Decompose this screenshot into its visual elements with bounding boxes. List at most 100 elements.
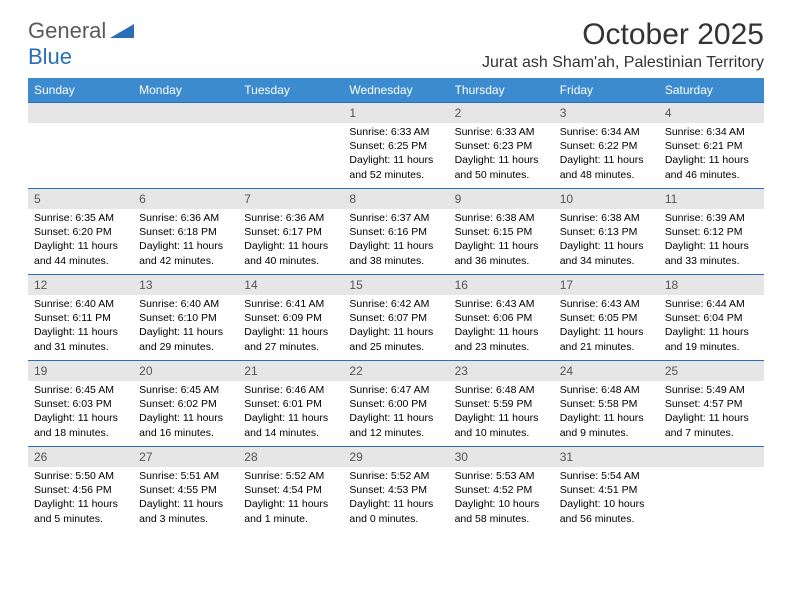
calendar-week-row: 12Sunrise: 6:40 AMSunset: 6:11 PMDayligh…: [28, 274, 764, 360]
day-number: 5: [28, 188, 133, 209]
weekday-header: Thursday: [449, 78, 554, 102]
day-details: Sunrise: 6:33 AMSunset: 6:25 PMDaylight:…: [343, 123, 448, 188]
calendar-week-row: 19Sunrise: 6:45 AMSunset: 6:03 PMDayligh…: [28, 360, 764, 446]
brand-part1: General: [28, 18, 106, 44]
weekday-header: Sunday: [28, 78, 133, 102]
weekday-header: Tuesday: [238, 78, 343, 102]
calendar-day-cell: 12Sunrise: 6:40 AMSunset: 6:11 PMDayligh…: [28, 274, 133, 360]
day-number: 1: [343, 102, 448, 123]
day-details: Sunrise: 6:34 AMSunset: 6:21 PMDaylight:…: [659, 123, 764, 188]
day-details: Sunrise: 6:40 AMSunset: 6:11 PMDaylight:…: [28, 295, 133, 360]
day-number: 19: [28, 360, 133, 381]
calendar-day-cell: 6Sunrise: 6:36 AMSunset: 6:18 PMDaylight…: [133, 188, 238, 274]
day-number: 22: [343, 360, 448, 381]
day-number: 31: [554, 446, 659, 467]
day-number: 6: [133, 188, 238, 209]
day-number: 7: [238, 188, 343, 209]
calendar-day-cell: 3Sunrise: 6:34 AMSunset: 6:22 PMDaylight…: [554, 102, 659, 188]
day-details: Sunrise: 5:54 AMSunset: 4:51 PMDaylight:…: [554, 467, 659, 532]
calendar-day-cell: 22Sunrise: 6:47 AMSunset: 6:00 PMDayligh…: [343, 360, 448, 446]
day-number: 24: [554, 360, 659, 381]
calendar-week-row: 26Sunrise: 5:50 AMSunset: 4:56 PMDayligh…: [28, 446, 764, 532]
day-number: 23: [449, 360, 554, 381]
day-number: 3: [554, 102, 659, 123]
calendar-day-cell: 28Sunrise: 5:52 AMSunset: 4:54 PMDayligh…: [238, 446, 343, 532]
calendar-day-cell: 18Sunrise: 6:44 AMSunset: 6:04 PMDayligh…: [659, 274, 764, 360]
calendar-day-cell: 4Sunrise: 6:34 AMSunset: 6:21 PMDaylight…: [659, 102, 764, 188]
calendar-week-row: 5Sunrise: 6:35 AMSunset: 6:20 PMDaylight…: [28, 188, 764, 274]
calendar-day-cell: [659, 446, 764, 532]
day-number: 10: [554, 188, 659, 209]
calendar-day-cell: [28, 102, 133, 188]
day-details: Sunrise: 6:41 AMSunset: 6:09 PMDaylight:…: [238, 295, 343, 360]
day-number: 20: [133, 360, 238, 381]
calendar-day-cell: 5Sunrise: 6:35 AMSunset: 6:20 PMDaylight…: [28, 188, 133, 274]
logo-triangle-icon: [110, 22, 138, 40]
calendar-day-cell: 31Sunrise: 5:54 AMSunset: 4:51 PMDayligh…: [554, 446, 659, 532]
calendar-table: SundayMondayTuesdayWednesdayThursdayFrid…: [28, 78, 764, 532]
day-details: Sunrise: 6:45 AMSunset: 6:02 PMDaylight:…: [133, 381, 238, 446]
day-number-empty: [659, 446, 764, 467]
location-subtitle: Jurat ash Sham'ah, Palestinian Territory: [482, 54, 764, 72]
day-number: 9: [449, 188, 554, 209]
day-details: Sunrise: 5:50 AMSunset: 4:56 PMDaylight:…: [28, 467, 133, 532]
calendar-week-row: 1Sunrise: 6:33 AMSunset: 6:25 PMDaylight…: [28, 102, 764, 188]
weekday-header: Saturday: [659, 78, 764, 102]
day-details: Sunrise: 5:51 AMSunset: 4:55 PMDaylight:…: [133, 467, 238, 532]
day-number: 11: [659, 188, 764, 209]
calendar-day-cell: 17Sunrise: 6:43 AMSunset: 6:05 PMDayligh…: [554, 274, 659, 360]
day-details: Sunrise: 6:43 AMSunset: 6:05 PMDaylight:…: [554, 295, 659, 360]
day-number: 30: [449, 446, 554, 467]
calendar-day-cell: 26Sunrise: 5:50 AMSunset: 4:56 PMDayligh…: [28, 446, 133, 532]
calendar-day-cell: 8Sunrise: 6:37 AMSunset: 6:16 PMDaylight…: [343, 188, 448, 274]
title-block: October 2025 Jurat ash Sham'ah, Palestin…: [482, 18, 764, 72]
day-number: 29: [343, 446, 448, 467]
day-details: Sunrise: 5:52 AMSunset: 4:53 PMDaylight:…: [343, 467, 448, 532]
brand-logo: General: [28, 18, 142, 44]
calendar-day-cell: 2Sunrise: 6:33 AMSunset: 6:23 PMDaylight…: [449, 102, 554, 188]
day-number: 25: [659, 360, 764, 381]
day-number: 21: [238, 360, 343, 381]
day-details: Sunrise: 6:39 AMSunset: 6:12 PMDaylight:…: [659, 209, 764, 274]
day-details: Sunrise: 6:35 AMSunset: 6:20 PMDaylight:…: [28, 209, 133, 274]
calendar-day-cell: 11Sunrise: 6:39 AMSunset: 6:12 PMDayligh…: [659, 188, 764, 274]
calendar-day-cell: 27Sunrise: 5:51 AMSunset: 4:55 PMDayligh…: [133, 446, 238, 532]
day-number-empty: [238, 102, 343, 123]
day-number: 18: [659, 274, 764, 295]
day-details: Sunrise: 6:38 AMSunset: 6:15 PMDaylight:…: [449, 209, 554, 274]
calendar-day-cell: 25Sunrise: 5:49 AMSunset: 4:57 PMDayligh…: [659, 360, 764, 446]
day-details: Sunrise: 6:44 AMSunset: 6:04 PMDaylight:…: [659, 295, 764, 360]
day-number: 27: [133, 446, 238, 467]
calendar-day-cell: 14Sunrise: 6:41 AMSunset: 6:09 PMDayligh…: [238, 274, 343, 360]
calendar-day-cell: 1Sunrise: 6:33 AMSunset: 6:25 PMDaylight…: [343, 102, 448, 188]
day-details: Sunrise: 6:38 AMSunset: 6:13 PMDaylight:…: [554, 209, 659, 274]
day-details: Sunrise: 6:42 AMSunset: 6:07 PMDaylight:…: [343, 295, 448, 360]
weekday-header: Wednesday: [343, 78, 448, 102]
calendar-day-cell: 16Sunrise: 6:43 AMSunset: 6:06 PMDayligh…: [449, 274, 554, 360]
day-details: Sunrise: 6:34 AMSunset: 6:22 PMDaylight:…: [554, 123, 659, 188]
day-details: Sunrise: 6:37 AMSunset: 6:16 PMDaylight:…: [343, 209, 448, 274]
day-details: Sunrise: 6:45 AMSunset: 6:03 PMDaylight:…: [28, 381, 133, 446]
day-number: 4: [659, 102, 764, 123]
calendar-day-cell: 15Sunrise: 6:42 AMSunset: 6:07 PMDayligh…: [343, 274, 448, 360]
calendar-day-cell: 23Sunrise: 6:48 AMSunset: 5:59 PMDayligh…: [449, 360, 554, 446]
day-number: 17: [554, 274, 659, 295]
day-number-empty: [133, 102, 238, 123]
calendar-day-cell: [238, 102, 343, 188]
calendar-day-cell: 10Sunrise: 6:38 AMSunset: 6:13 PMDayligh…: [554, 188, 659, 274]
calendar-day-cell: 9Sunrise: 6:38 AMSunset: 6:15 PMDaylight…: [449, 188, 554, 274]
calendar-day-cell: [133, 102, 238, 188]
weekday-header: Friday: [554, 78, 659, 102]
day-details: Sunrise: 6:36 AMSunset: 6:18 PMDaylight:…: [133, 209, 238, 274]
day-details: Sunrise: 5:53 AMSunset: 4:52 PMDaylight:…: [449, 467, 554, 532]
brand-part2: Blue: [28, 44, 72, 69]
day-number: 26: [28, 446, 133, 467]
header: General October 2025 Jurat ash Sham'ah, …: [28, 18, 764, 72]
weekday-header: Monday: [133, 78, 238, 102]
day-details: Sunrise: 6:36 AMSunset: 6:17 PMDaylight:…: [238, 209, 343, 274]
calendar-day-cell: 19Sunrise: 6:45 AMSunset: 6:03 PMDayligh…: [28, 360, 133, 446]
day-number: 15: [343, 274, 448, 295]
calendar-day-cell: 20Sunrise: 6:45 AMSunset: 6:02 PMDayligh…: [133, 360, 238, 446]
day-number: 28: [238, 446, 343, 467]
month-title: October 2025: [482, 18, 764, 52]
